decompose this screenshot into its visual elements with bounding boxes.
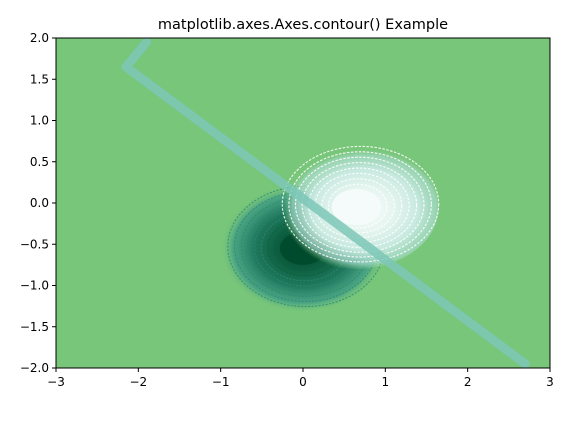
chart-title: matplotlib.axes.Axes.contour() Example	[158, 17, 448, 33]
y-tick-label: −2.0	[20, 361, 49, 375]
y-tick-label: −1.0	[20, 279, 49, 293]
y-axis: −2.0 −1.5 −1.0 −0.5 0.0 0.5 1.0 1.5 2.0	[20, 31, 56, 375]
y-tick-label: 0.0	[30, 196, 49, 210]
y-tick-label: 2.0	[30, 31, 49, 45]
x-tick-label: −3	[47, 375, 65, 389]
high-peak-contours	[274, 145, 440, 269]
x-axis: −3 −2 −1 0 1 2 3	[47, 368, 554, 389]
diagonal-contour-line	[121, 38, 530, 368]
x-tick-label: −1	[212, 375, 230, 389]
y-tick-label: −1.5	[20, 320, 49, 334]
x-tick-label: 0	[299, 375, 307, 389]
y-tick-label: 1.0	[30, 114, 49, 128]
x-tick-label: 3	[546, 375, 554, 389]
x-tick-label: 2	[464, 375, 472, 389]
y-tick-label: −0.5	[20, 237, 49, 251]
x-tick-label: −2	[129, 375, 147, 389]
y-tick-label: 0.5	[30, 155, 49, 169]
x-tick-label: 1	[382, 375, 390, 389]
y-tick-label: 1.5	[30, 72, 49, 86]
